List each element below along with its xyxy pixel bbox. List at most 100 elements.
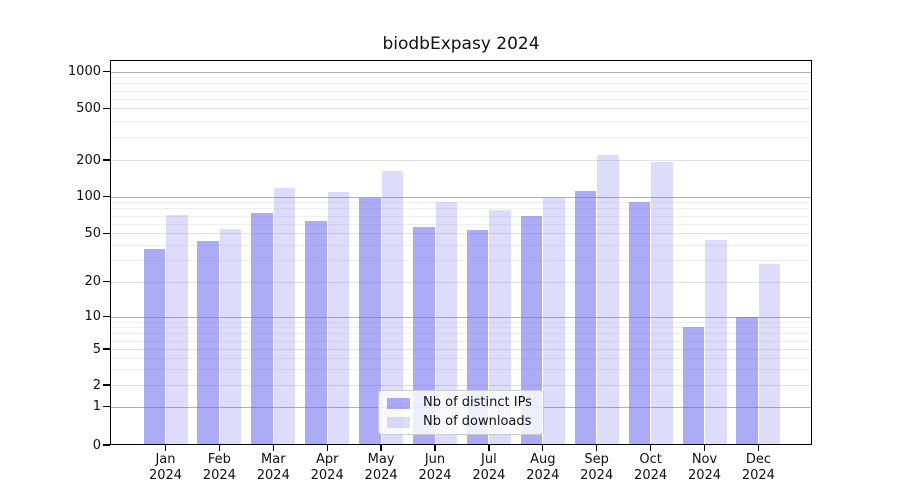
gridline-20	[110, 281, 812, 283]
gridline-5	[110, 349, 812, 350]
bar-downloads-feb	[219, 229, 242, 445]
x-tick-label-aug: Aug 2024	[526, 452, 560, 483]
bar-distinct-ips-mar	[251, 212, 273, 445]
y-tick-label-500: 500	[76, 100, 101, 116]
x-tick-mark-mar	[272, 445, 274, 451]
bar-downloads-nov	[705, 240, 727, 445]
bar-downloads-jul	[489, 209, 511, 445]
gridline-80	[110, 208, 812, 210]
x-tick-label-jul: Jul 2024	[472, 452, 506, 483]
bar-distinct-ips-feb	[197, 241, 219, 445]
y-tick-mark-1	[103, 406, 110, 408]
y-tick-label-2: 2	[92, 377, 101, 393]
gridline-90	[110, 202, 812, 204]
y-tick-mark-200	[103, 159, 110, 161]
x-tick-mark-dec	[757, 445, 760, 451]
gridline-300	[110, 137, 812, 139]
bar-downloads-sep	[597, 154, 619, 445]
y-tick-label-20: 20	[84, 274, 101, 290]
gridline-800	[110, 83, 812, 85]
x-tick-label-nov: Nov 2024	[687, 452, 722, 483]
x-tick-mark-sep	[596, 445, 598, 451]
y-tick-mark-10	[103, 316, 110, 318]
y-tick-label-100: 100	[76, 189, 101, 205]
x-tick-label-mar: Mar 2024	[256, 452, 290, 483]
chart-title: biodbExpasy 2024	[382, 34, 540, 54]
gridline-7	[110, 333, 812, 335]
bar-distinct-ips-aug	[520, 216, 543, 445]
y-tick-label-5: 5	[92, 341, 101, 357]
y-tick-mark-2	[103, 384, 110, 386]
y-tick-label-1: 1	[92, 399, 101, 415]
gridline-600	[110, 98, 812, 100]
bar-downloads-may	[381, 170, 404, 445]
legend-label: Nb of downloads	[423, 414, 532, 429]
y-tick-label-0: 0	[92, 437, 101, 453]
gridline-700	[110, 90, 812, 92]
y-tick-label-1000: 1000	[67, 64, 101, 80]
gridline-100	[110, 196, 812, 198]
bar-distinct-ips-sep	[574, 190, 597, 445]
gridline-30	[110, 260, 812, 262]
legend-item-distinct-ips: Nb of distinct IPs	[387, 396, 543, 410]
bar-distinct-ips-may	[359, 197, 381, 445]
gridline-400	[110, 120, 812, 122]
x-tick-label-oct: Oct 2024	[634, 452, 668, 483]
bar-distinct-ips-jan	[143, 249, 165, 445]
y-tick-mark-5	[103, 348, 110, 350]
x-tick-mark-oct	[649, 445, 652, 451]
bar-downloads-apr	[327, 191, 350, 445]
x-tick-label-may: May 2024	[364, 452, 398, 483]
bar-distinct-ips-apr	[305, 221, 327, 445]
x-tick-label-feb: Feb 2024	[202, 452, 236, 483]
x-tick-label-jan: Jan 2024	[148, 452, 183, 483]
bar-downloads-jun	[435, 202, 457, 445]
legend-item-downloads: Nb of downloads	[387, 415, 543, 429]
gridline-900	[110, 77, 812, 79]
x-tick-mark-jun	[434, 445, 436, 451]
gridline-10	[110, 316, 812, 318]
x-tick-mark-jan	[164, 445, 167, 451]
gridline-4	[110, 357, 812, 359]
x-tick-label-sep: Sep 2024	[580, 452, 614, 483]
plot-area: Nb of distinct IPs Nb of downloads	[110, 60, 812, 445]
bar-downloads-mar	[273, 187, 296, 445]
gridline-70	[110, 215, 812, 217]
gridline-50	[110, 233, 812, 235]
gridline-200	[110, 160, 812, 161]
gridline-1000	[110, 71, 812, 73]
y-tick-mark-500	[103, 107, 110, 109]
x-tick-label-apr: Apr 2024	[310, 452, 344, 483]
bar-distinct-ips-nov	[682, 327, 704, 445]
x-tick-label-jun: Jun 2024	[418, 452, 452, 483]
bar-downloads-jan	[166, 214, 188, 445]
gridline-8	[110, 327, 812, 329]
gridline-2	[110, 385, 812, 386]
x-tick-mark-jul	[488, 445, 490, 451]
bar-downloads-aug	[543, 198, 565, 445]
y-tick-mark-0	[103, 444, 110, 446]
y-tick-label-200: 200	[76, 152, 101, 168]
legend-swatch-distinct-ips	[387, 397, 410, 409]
gridline-60	[110, 223, 812, 225]
x-tick-mark-nov	[703, 445, 706, 451]
bar-distinct-ips-dec	[736, 316, 758, 445]
y-tick-label-10: 10	[84, 309, 101, 325]
y-tick-mark-50	[103, 232, 110, 234]
x-tick-mark-apr	[326, 445, 328, 451]
x-tick-mark-feb	[218, 445, 221, 451]
x-tick-mark-aug	[542, 445, 544, 451]
y-tick-mark-1000	[103, 71, 110, 73]
y-tick-mark-100	[103, 196, 110, 198]
x-tick-label-dec: Dec 2024	[741, 452, 775, 483]
gridline-40	[110, 245, 812, 247]
gridline-9	[110, 321, 812, 323]
legend-swatch-downloads	[387, 416, 410, 428]
y-tick-label-50: 50	[84, 225, 101, 241]
legend: Nb of distinct IPs Nb of downloads	[378, 390, 544, 435]
bar-distinct-ips-oct	[628, 201, 651, 445]
bar-downloads-oct	[651, 161, 673, 445]
gridline-6	[110, 340, 812, 342]
bar-downloads-dec	[758, 263, 781, 445]
